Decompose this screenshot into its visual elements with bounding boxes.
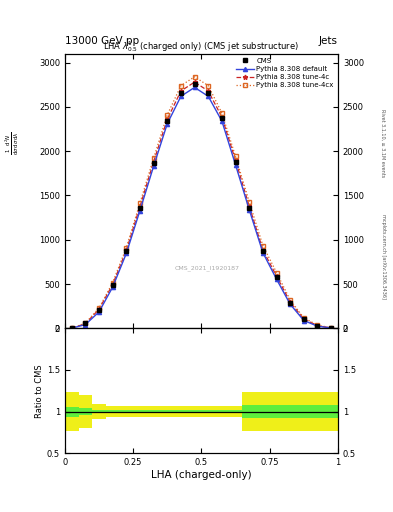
Text: CMS_2021_I1920187: CMS_2021_I1920187 [174,265,239,271]
Text: $\frac{1}{\mathrm{d}\sigma}\frac{\mathrm{d}^2N}{\mathrm{d}\sigma\,\mathrm{d}\lam: $\frac{1}{\mathrm{d}\sigma}\frac{\mathrm… [4,132,21,155]
Text: 13000 GeV pp: 13000 GeV pp [65,36,139,46]
Legend: CMS, Pythia 8.308 default, Pythia 8.308 tune-4c, Pythia 8.308 tune-4cx: CMS, Pythia 8.308 default, Pythia 8.308 … [236,57,334,89]
Text: mcplots.cern.ch [arXiv:1306.3436]: mcplots.cern.ch [arXiv:1306.3436] [381,214,386,298]
Y-axis label: Ratio to CMS: Ratio to CMS [35,364,44,417]
Title: LHA $\lambda^{1}_{0.5}$ (charged only) (CMS jet substructure): LHA $\lambda^{1}_{0.5}$ (charged only) (… [103,39,299,54]
X-axis label: LHA (charged-only): LHA (charged-only) [151,470,252,480]
Text: Jets: Jets [319,36,338,46]
Text: Rivet 3.1.10, ≥ 3.1M events: Rivet 3.1.10, ≥ 3.1M events [381,109,386,178]
